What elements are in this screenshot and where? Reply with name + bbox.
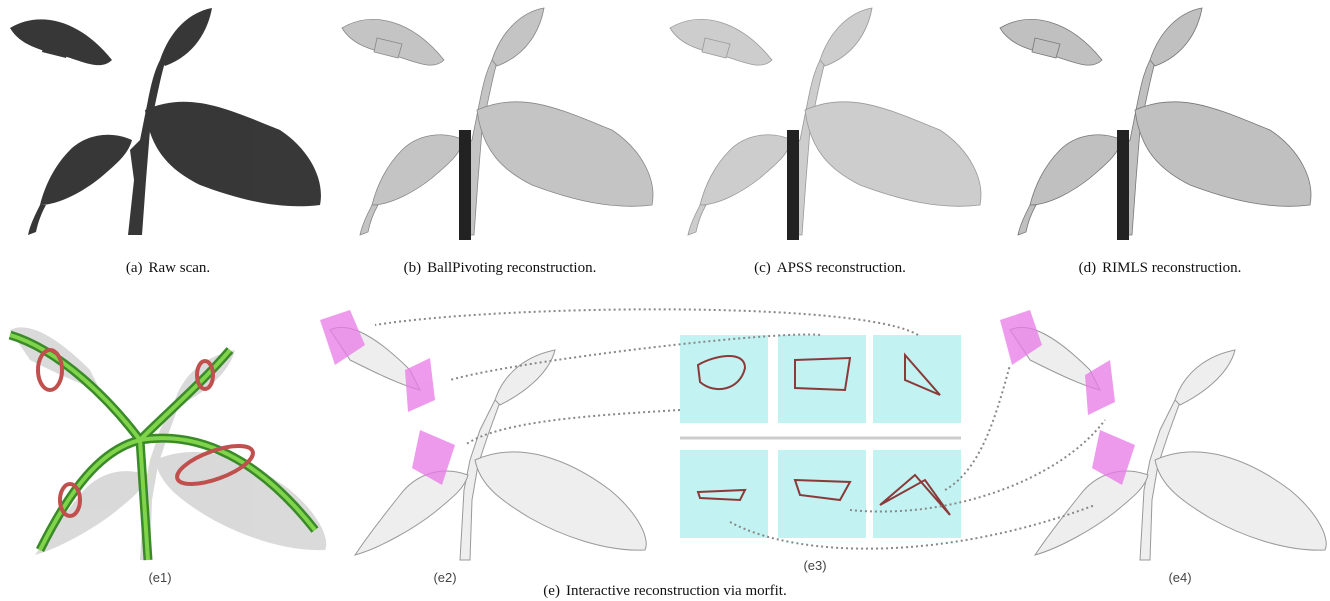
skeleton-image: [10, 327, 326, 560]
text: BallPivoting reconstruction.: [427, 260, 596, 276]
panel-label: (e4): [1168, 570, 1191, 585]
label: (a): [126, 260, 143, 276]
ballpivoting-image: [342, 8, 653, 235]
morfit-image: [320, 310, 646, 560]
caption: (a) Raw scan.: [126, 260, 210, 276]
caption: (c) APSS reconstruction.: [754, 260, 906, 276]
label: (c): [754, 260, 771, 276]
apss-image: [670, 8, 981, 235]
text: Raw scan.: [149, 260, 211, 276]
stem: [459, 130, 471, 240]
caption: (b) BallPivoting reconstruction.: [404, 260, 597, 276]
label: (d): [1079, 260, 1097, 276]
panel-label: (e3): [803, 558, 826, 573]
profile-panels: [680, 335, 961, 538]
text: RIMLS reconstruction.: [1102, 260, 1241, 276]
panel-label: (e1): [148, 570, 171, 585]
stem: [787, 130, 799, 240]
morfit-result-image: [1000, 310, 1326, 560]
text: APSS reconstruction.: [777, 260, 906, 276]
caption: (e) Interactive reconstruction via morfit…: [543, 583, 786, 599]
rimls-image: [1000, 8, 1311, 235]
stem: [1117, 130, 1129, 240]
caption: (d) RIMLS reconstruction.: [1079, 260, 1242, 276]
label: (e): [543, 583, 560, 599]
figure: (a) Raw scan. (b) BallPivoting reconstruct…: [0, 0, 1330, 601]
label: (b): [404, 260, 422, 276]
raw-scan-image: [10, 8, 321, 235]
panel-label: (e2): [433, 570, 456, 585]
text: Interactive reconstruction via morfit.: [566, 583, 787, 599]
